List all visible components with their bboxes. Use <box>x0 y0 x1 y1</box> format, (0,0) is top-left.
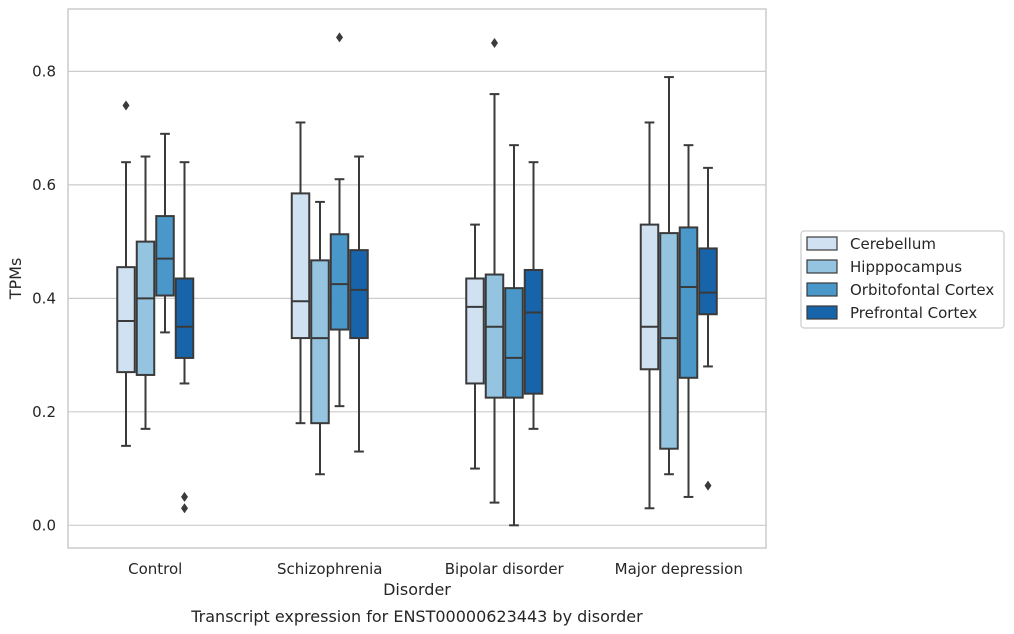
legend-swatch <box>806 282 838 297</box>
legend-swatch <box>806 259 838 274</box>
box-body <box>116 266 136 374</box>
box-body <box>155 215 175 297</box>
legend-swatch <box>806 305 838 320</box>
box <box>290 121 311 425</box>
box <box>116 100 136 447</box>
legend-swatch <box>806 236 838 251</box>
legend-label: Hipppocampus <box>850 258 962 276</box>
y-tick-label: 0.4 <box>32 289 56 307</box>
plot-frame <box>67 8 767 549</box>
series-cerebellum <box>116 100 660 510</box>
box-body <box>698 247 718 316</box>
box <box>329 32 350 408</box>
legend-label: Prefrontal Cortex <box>850 304 977 322</box>
legend-box <box>800 230 1005 329</box>
box-body <box>484 273 505 399</box>
outlier-point <box>181 503 188 514</box>
outlier-point <box>491 38 498 49</box>
legend-label: Orbitofontal Cortex <box>850 281 994 299</box>
box-body <box>678 226 699 379</box>
box-body <box>504 287 524 399</box>
box-body <box>465 277 485 385</box>
box <box>484 38 505 504</box>
box-body <box>523 268 544 395</box>
x-tick-label: Control <box>128 560 182 578</box>
x-tick-label: Major depression <box>615 560 743 578</box>
outlier-point <box>122 100 130 111</box>
y-axis-title: TPMs <box>6 258 25 301</box>
box-body <box>135 240 156 376</box>
box-body <box>349 249 369 340</box>
x-tick-labels: Control Schizophrenia Bipolar disorder Majo… <box>128 560 743 578</box>
box-body <box>174 277 195 359</box>
box <box>523 161 544 430</box>
legend-label: Cerebellum <box>850 235 936 253</box>
y-tick-label: 0.6 <box>32 176 56 194</box>
legend: Cerebellum Hipppocampus Orbitofontal Corte… <box>800 230 1005 329</box>
legend-item: Hipppocampus <box>806 258 962 276</box>
y-tick-labels: 0.0 0.2 0.4 0.6 0.8 <box>32 62 56 534</box>
box <box>698 166 718 491</box>
box-body <box>290 192 311 340</box>
box-body <box>329 233 350 331</box>
outlier-point <box>181 491 188 502</box>
y-tick-label: 0.2 <box>32 403 56 421</box>
series-hipppocampus <box>135 38 679 504</box>
series-orbitofontal-cortex <box>155 32 699 527</box>
series-prefrontal-cortex <box>174 155 718 514</box>
box <box>349 155 369 453</box>
legend-item: Prefrontal Cortex <box>806 304 977 322</box>
box <box>135 155 156 430</box>
legend-item: Cerebellum <box>806 235 936 253</box>
box-series <box>116 32 718 527</box>
box-body <box>639 223 660 371</box>
box <box>310 200 330 476</box>
box <box>465 223 485 470</box>
y-tick-label: 0.0 <box>32 516 56 534</box>
box-body <box>659 232 679 450</box>
box-body <box>310 259 330 425</box>
box <box>174 161 195 514</box>
x-tick-label: Bipolar disorder <box>445 560 565 578</box>
box <box>659 76 679 476</box>
box <box>504 144 524 527</box>
outlier-point <box>704 480 712 491</box>
box <box>155 132 175 334</box>
x-tick-label: Schizophrenia <box>277 560 382 578</box>
box <box>678 144 699 498</box>
outlier-point <box>336 32 343 43</box>
x-axis-title: Disorder <box>383 580 451 599</box>
legend-item: Orbitofontal Cortex <box>806 281 994 299</box>
y-tick-label: 0.8 <box>32 62 56 80</box>
chart-caption: Transcript expression for ENST0000062344… <box>190 607 643 626</box>
box <box>639 121 660 510</box>
